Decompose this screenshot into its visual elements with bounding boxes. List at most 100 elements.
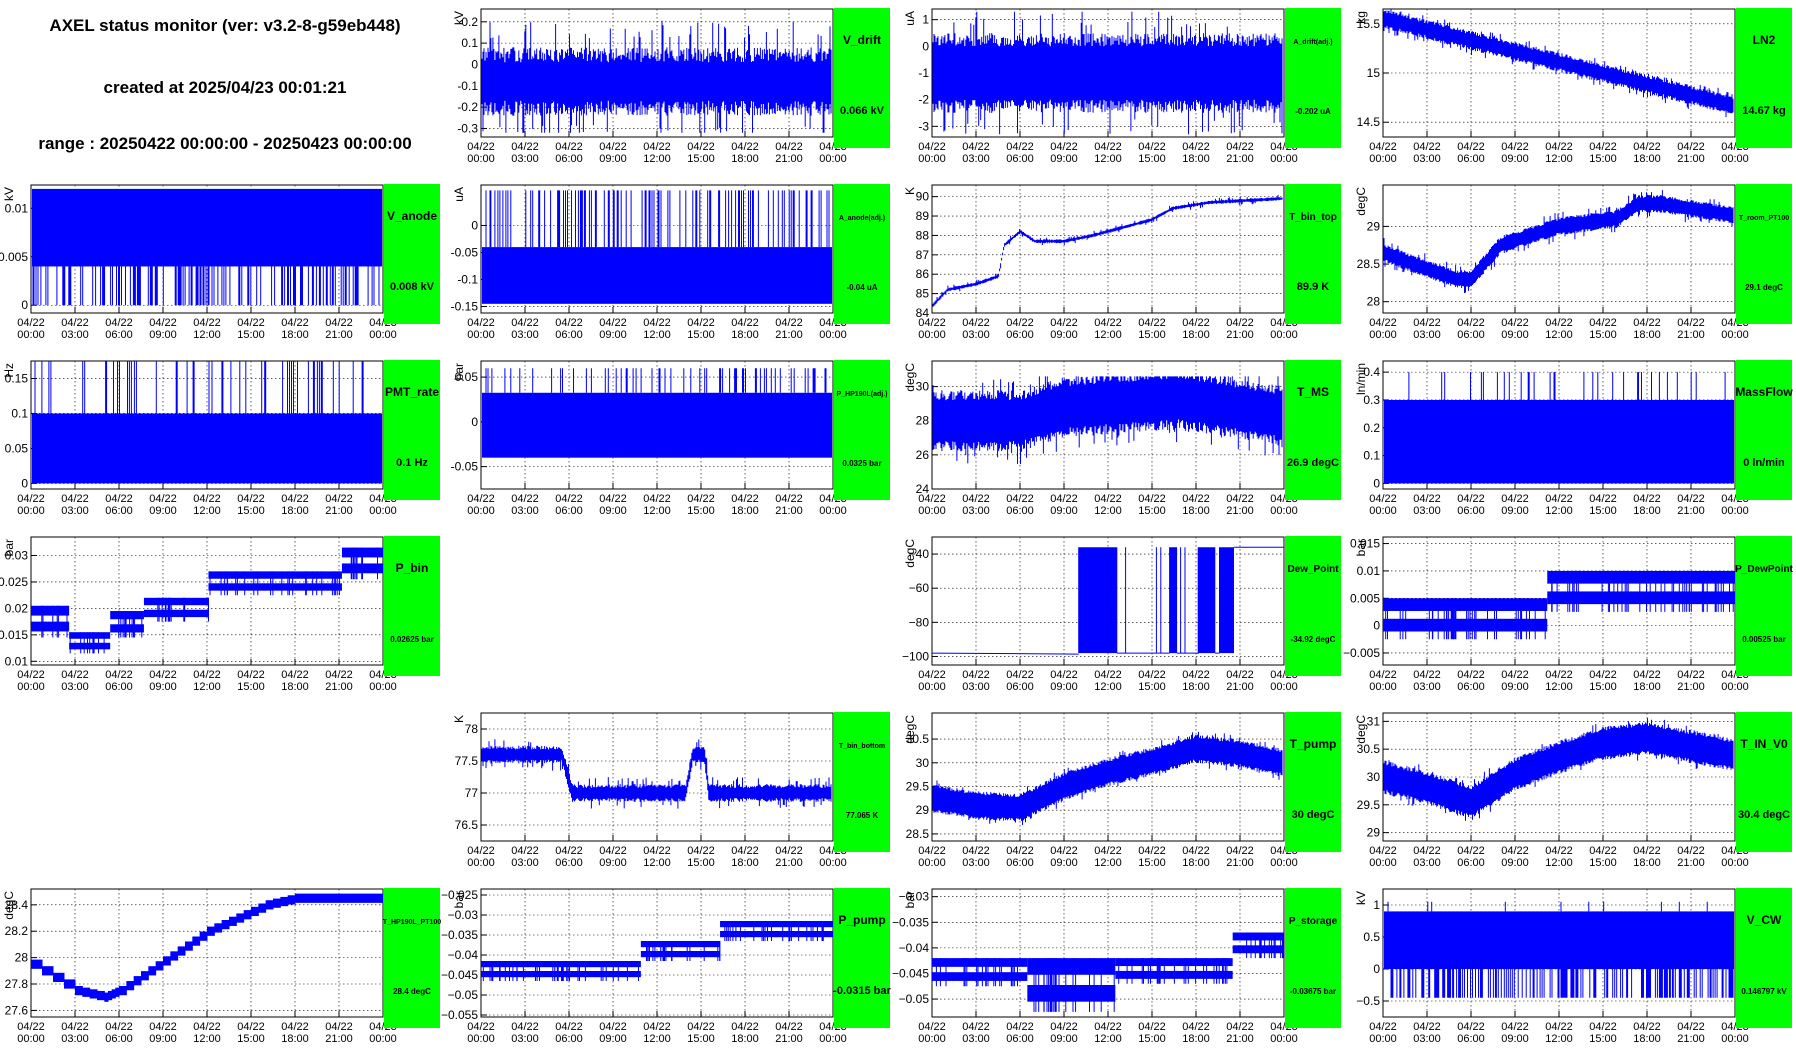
data-band [1384,399,1734,484]
sensor-name: P_pump [838,913,885,927]
x-tick-time: 06:00 [1457,857,1485,869]
x-tick-time: 03:00 [962,857,990,869]
x-tick-time: 00:00 [819,857,847,869]
x-tick-date: 04/22 [1182,317,1210,329]
x-tick-date: 04/22 [1006,317,1034,329]
y-tick-label: −0.04 [448,948,479,962]
x-tick-date: 04/22 [1226,845,1254,857]
x-tick-time: 18:00 [731,153,759,165]
x-tick-time: 21:00 [775,505,803,517]
x-tick-date: 04/22 [1182,141,1210,153]
status-box [1285,360,1341,500]
x-tick-date: 04/22 [1457,141,1485,153]
x-tick-time: 15:00 [687,153,715,165]
y-tick-label: 0 [922,39,929,53]
status-box [1285,184,1341,324]
x-tick-time: 18:00 [281,505,309,517]
data-trace [34,361,364,414]
data-step [170,951,179,961]
x-tick-date: 04/22 [325,1021,353,1033]
y-tick-label: 28 [1367,295,1381,309]
x-tick-date: 04/22 [775,1021,803,1033]
x-tick-time: 12:00 [193,329,221,341]
x-tick-date: 04/22 [1633,1021,1661,1033]
x-tick-date: 04/22 [1677,317,1705,329]
x-tick-time: 09:00 [1050,329,1078,341]
data-step [229,916,237,926]
sensor-value: -34.92 degC [1291,635,1336,644]
x-tick-date: 04/22 [1589,1021,1617,1033]
data-trace [1385,570,1734,640]
status-box [1285,888,1341,1028]
data-trace [931,546,1284,655]
x-tick-time: 00:00 [1270,153,1298,165]
x-tick-time: 00:00 [467,505,495,517]
data-trace [1383,718,1734,821]
status-box [384,184,440,324]
x-tick-time: 21:00 [1226,153,1254,165]
y-axis-unit: bar [2,539,16,556]
y-tick-label: 0.05 [5,441,29,455]
x-tick-time: 21:00 [1677,153,1705,165]
y-tick-label: 15 [1367,66,1381,80]
y-tick-label: 0.1 [461,36,478,50]
y-tick-label: 0.015 [1350,537,1380,551]
y-tick-label: 30 [1367,770,1381,784]
x-tick-date: 04/22 [511,845,539,857]
status-box [1736,360,1792,500]
data-trace [485,190,830,248]
data-step [720,921,833,928]
status-box [834,888,890,1028]
y-tick-label: 0 [471,57,478,71]
data-step [42,966,54,976]
data-step [317,893,340,903]
x-tick-date: 04/22 [1006,669,1034,681]
x-tick-date: 04/22 [555,317,583,329]
data-step [1547,570,1735,584]
data-step [110,611,144,620]
data-trace [1383,9,1734,118]
x-tick-date: 04/22 [1094,141,1122,153]
x-tick-date: 04/22 [17,669,45,681]
x-tick-time: 00:00 [1270,857,1298,869]
x-tick-date: 04/22 [599,845,627,857]
x-tick-date: 04/22 [325,669,353,681]
x-tick-date: 04/22 [555,493,583,505]
x-tick-date: 04/22 [731,141,759,153]
y-tick-label: 0 [471,219,478,233]
y-tick-label: 0.02 [5,601,29,615]
x-tick-time: 09:00 [1501,681,1529,693]
x-tick-date: 04/22 [193,317,221,329]
x-tick-time: 06:00 [1457,681,1485,693]
x-tick-time: 03:00 [61,681,89,693]
x-tick-date: 04/22 [1094,845,1122,857]
sensor-name: Dew_Point [1287,564,1339,575]
x-tick-date: 04/22 [962,669,990,681]
y-tick-label: 0.5 [1363,930,1380,944]
data-trace [481,739,832,809]
x-tick-date: 04/22 [1589,669,1617,681]
x-tick-date: 04/22 [1369,845,1397,857]
data-band [1384,911,1734,969]
x-tick-time: 00:00 [1270,505,1298,517]
x-tick-date: 04/22 [1677,141,1705,153]
data-step [640,951,721,958]
x-tick-time: 03:00 [1413,153,1441,165]
x-tick-time: 00:00 [17,1033,45,1045]
x-tick-date: 04/22 [237,669,265,681]
chart-massflow: 0.40.30.20.10ln/min04/2200:0004/2203:000… [1354,360,1793,517]
y-tick-label: −0.045 [441,968,478,982]
x-tick-time: 09:00 [1501,857,1529,869]
data-trace [932,11,1283,135]
sensor-name: PMT_rate [385,385,439,399]
status-box [834,8,890,148]
x-tick-time: 09:00 [599,153,627,165]
y-tick-label: 77 [465,786,479,800]
x-tick-date: 04/22 [325,317,353,329]
x-tick-time: 06:00 [1006,1033,1034,1045]
y-tick-label: −0.045 [892,966,929,980]
x-tick-date: 04/22 [1226,317,1254,329]
x-tick-time: 00:00 [1369,505,1397,517]
x-tick-time: 09:00 [149,329,177,341]
x-tick-date: 04/22 [1677,493,1705,505]
